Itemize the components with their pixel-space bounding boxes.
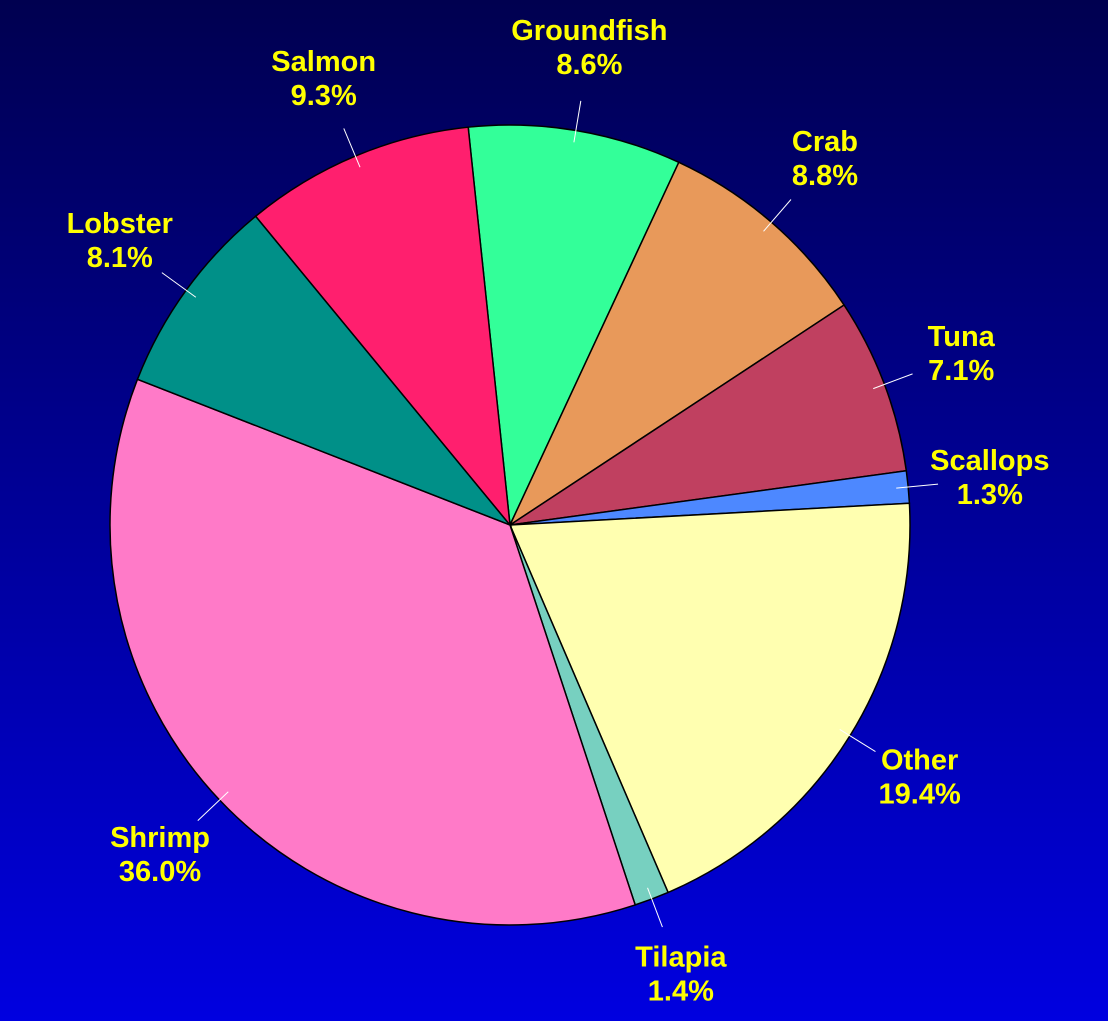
slice-label: Other — [881, 745, 958, 777]
leader-line — [873, 373, 913, 390]
slice-value-label: 8.6% — [556, 49, 622, 81]
slice-label: Tilapia — [635, 941, 727, 973]
slice-label: Scallops — [930, 445, 1049, 477]
slice-label: Tuna — [928, 321, 996, 353]
slice-value-label: 7.1% — [928, 355, 994, 387]
slice-value-label: 1.3% — [957, 479, 1023, 511]
leader-line — [343, 128, 361, 168]
slice-value-label: 9.3% — [291, 80, 357, 112]
leader-line — [839, 729, 876, 753]
slice-label: Lobster — [67, 208, 173, 240]
slice-value-label: 1.4% — [648, 975, 714, 1007]
slice-value-label: 8.1% — [87, 242, 153, 274]
slice-label: Salmon — [271, 46, 376, 78]
slice-label: Groundfish — [511, 15, 667, 47]
leader-line — [763, 199, 792, 232]
leader-line — [647, 887, 663, 928]
leader-line — [896, 483, 939, 489]
slice-value-label: 8.8% — [792, 160, 858, 192]
slice-value-label: 19.4% — [879, 779, 961, 811]
leader-line — [161, 272, 197, 298]
slice-label: Crab — [792, 126, 858, 158]
slice-label: Shrimp — [110, 822, 210, 854]
leader-line — [197, 791, 229, 822]
leader-line — [573, 100, 582, 143]
slice-value-label: 36.0% — [119, 856, 201, 888]
